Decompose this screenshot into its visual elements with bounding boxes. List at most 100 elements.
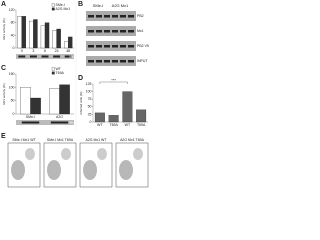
y-tick-label: 40 — [11, 33, 15, 37]
y-tick-label: 150 — [9, 72, 15, 76]
blot-band — [18, 55, 26, 58]
blot-band — [88, 15, 94, 18]
blot-label: Mx1 — [69, 54, 75, 58]
blot-band — [96, 60, 102, 63]
bar — [21, 16, 27, 49]
y-tick-label: 125 — [86, 82, 92, 86]
blot-column: A2G Mx1 — [112, 3, 129, 8]
blot — [16, 120, 74, 125]
blot-band — [96, 15, 102, 18]
y-tick-label: 50 — [88, 105, 92, 109]
blot — [86, 11, 136, 21]
bar — [63, 41, 69, 49]
y-axis-label: Infected cells (%) — [79, 91, 83, 114]
y-tick-label: 80 — [11, 21, 15, 25]
bar — [30, 97, 41, 115]
legend-swatch — [51, 7, 55, 11]
plot-title: A2G Mx1 T69A — [120, 138, 145, 142]
blot-band — [104, 30, 110, 33]
y-tick-label: 0 — [13, 112, 15, 116]
bar — [20, 87, 31, 115]
blot-band — [112, 30, 118, 33]
blot-band — [104, 45, 110, 48]
x-tick-label: A2G — [56, 115, 63, 119]
plot-title: SMe-I Mx1 WT — [12, 138, 36, 142]
blot-band — [50, 121, 69, 124]
significance-bracket — [99, 81, 128, 84]
blot — [86, 26, 136, 36]
y-tick-label: 25 — [88, 112, 92, 116]
blot-row: PB2 V5 — [137, 44, 149, 48]
x-tick-label: 24 — [55, 49, 59, 53]
blot-band — [120, 60, 126, 63]
bar — [33, 19, 38, 49]
blot-band — [96, 30, 102, 33]
y-tick-label: 100 — [9, 85, 15, 89]
bar — [40, 25, 46, 49]
blot-band — [64, 55, 72, 58]
y-tick-label: 120 — [9, 8, 15, 12]
x-tick-label: 3 — [32, 49, 34, 53]
bar — [17, 16, 22, 49]
panel-label: C — [1, 65, 6, 72]
panel-label: E — [1, 133, 6, 140]
blot-band — [104, 15, 110, 18]
blot-band — [88, 30, 94, 33]
blot-band — [41, 55, 49, 58]
blot-band — [120, 15, 126, 18]
blot-band — [128, 60, 134, 63]
blot-band — [29, 55, 37, 58]
legend-label: WT — [56, 67, 62, 71]
flow-population — [97, 148, 107, 160]
blot-band — [88, 45, 94, 48]
bar — [29, 20, 34, 49]
plot-title: SMe-I Mx1 T69A — [47, 138, 74, 142]
blot-band — [21, 121, 40, 124]
blot-band — [128, 45, 134, 48]
bar — [52, 30, 57, 49]
y-tick-label: 50 — [11, 99, 15, 103]
bar — [122, 91, 133, 123]
flow-population — [119, 160, 133, 180]
flow-population — [11, 160, 25, 180]
panel-label: B — [78, 1, 83, 8]
significance-label: *** — [111, 78, 116, 83]
panel-label: D — [78, 75, 83, 82]
blot-band — [96, 45, 102, 48]
blot-band — [120, 45, 126, 48]
blot — [86, 41, 136, 51]
blot-band — [104, 60, 110, 63]
blot-band — [88, 60, 94, 63]
blot-band — [112, 15, 118, 18]
legend-label: A2G Mx1 — [56, 7, 71, 11]
flow-population — [133, 148, 143, 160]
blot-band — [128, 15, 134, 18]
bar — [59, 84, 70, 115]
x-tick-label: WT — [97, 123, 103, 127]
blot-band — [128, 30, 134, 33]
flow-population — [83, 160, 97, 180]
blot-band — [112, 45, 118, 48]
blot-row: INPUT — [137, 59, 148, 63]
x-tick-label: 0 — [21, 49, 23, 53]
y-tick-label: 0 — [90, 120, 92, 124]
bar — [136, 109, 147, 123]
flow-population — [61, 148, 71, 160]
x-tick-label: T69A — [137, 123, 146, 127]
y-axis-label: Mx1 activity (%) — [2, 83, 6, 104]
bar — [94, 112, 105, 123]
bar — [68, 36, 73, 49]
legend-label: SMe-I — [56, 3, 65, 7]
bar — [49, 88, 60, 115]
blot-band — [53, 55, 61, 58]
flow-population — [25, 148, 35, 160]
plot-title: A2G Mx1 WT — [85, 138, 107, 142]
x-tick-label: T69A — [109, 123, 118, 127]
legend-swatch — [51, 71, 55, 75]
y-tick-label: 0 — [13, 46, 15, 50]
legend-swatch — [51, 67, 55, 71]
x-tick-label: 6 — [44, 49, 46, 53]
y-axis-label: Mx1 activity (%) — [2, 18, 6, 39]
x-tick-label: 48 — [66, 49, 70, 53]
